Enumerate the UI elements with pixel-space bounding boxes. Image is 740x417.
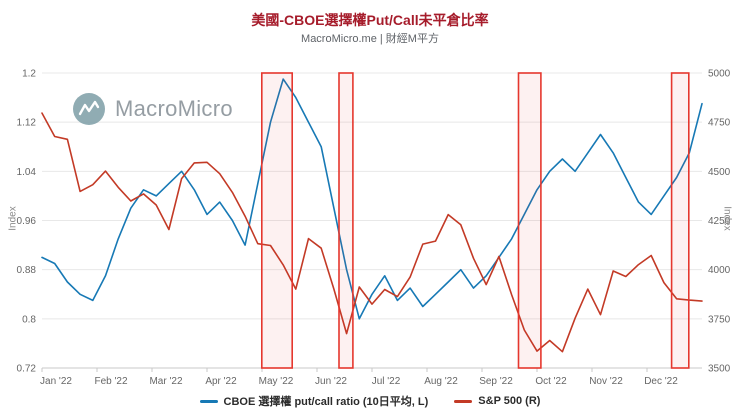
series-line (41, 112, 703, 353)
legend-label-sp500: S&P 500 (R) (478, 395, 541, 407)
x-axis-tick-label: Nov '22 (589, 376, 623, 387)
right-axis-tick-label: 5000 (708, 69, 731, 80)
left-axis-tick-label: 0.88 (17, 265, 37, 276)
right-axis-tick-label: 4750 (708, 118, 731, 129)
right-axis-tick-label: 4000 (708, 265, 731, 276)
right-axis-tick-label: 4500 (708, 167, 731, 178)
left-axis-tick-label: 0.72 (17, 364, 37, 375)
x-axis-tick-label: Jun '22 (315, 376, 347, 387)
highlight-band (260, 72, 293, 369)
series-line (41, 78, 703, 320)
legend-item-putcall-ratio[interactable]: CBOE 選擇權 put/call ratio (10日平均, L) (199, 393, 429, 409)
chart-title: 美國-CBOE選擇權Put/Call未平倉比率 (251, 12, 489, 28)
chart-subtitle: MacroMicro.me | 財經M平方 (301, 33, 439, 45)
highlight-band (517, 72, 542, 369)
right-axis-tick-label: 4250 (708, 216, 731, 227)
x-axis-tick-label: Dec '22 (644, 376, 678, 387)
x-axis-tick-label: Aug '22 (424, 376, 458, 387)
left-axis-tick-label: 1.12 (17, 118, 37, 129)
left-axis-tick-label: 1.2 (22, 69, 36, 80)
left-axis-tick-label: 1.04 (17, 167, 37, 178)
highlight-bands (260, 72, 690, 369)
right-axis-tick-label: 3750 (708, 314, 731, 325)
x-axis-tick-label: Sep '22 (479, 376, 513, 387)
x-axis-tick-label: May '22 (259, 376, 294, 387)
highlight-band (670, 72, 690, 369)
legend-marker-putcall-ratio (199, 399, 218, 403)
x-axis-tick-label: Jan '22 (40, 376, 72, 387)
x-axis-tick-label: Jul '22 (372, 376, 401, 387)
left-axis-tick-label: 0.96 (17, 216, 37, 227)
data-series (41, 78, 703, 353)
watermark-text: MacroMicro (115, 96, 233, 121)
x-axis-tick-label: Oct '22 (535, 376, 567, 387)
macromicro-logo-icon (73, 93, 105, 125)
left-axis-title: Index (7, 206, 19, 231)
grid-lines (41, 72, 702, 372)
right-axis-title: Index (721, 206, 733, 231)
x-axis-tick-label: Feb '22 (94, 376, 127, 387)
legend-marker-sp500 (454, 399, 473, 403)
legend: CBOE 選擇權 put/call ratio (10日平均, L) S&P 5… (0, 393, 740, 409)
left-axis-tick-label: 0.8 (22, 314, 36, 325)
legend-label-putcall-ratio: CBOE 選擇權 put/call ratio (10日平均, L) (223, 396, 429, 408)
axis-tick-labels: 1.2 1.12 1.04 0.96 0.88 0.8 0.72 5000 4750 4500 42… (17, 69, 731, 388)
right-axis-tick-label: 3500 (708, 364, 731, 375)
watermark: MacroMicro (72, 92, 233, 126)
x-axis-tick-label: Mar '22 (149, 376, 182, 387)
highlight-band (338, 72, 354, 369)
legend-item-sp500[interactable]: S&P 500 (R) (454, 395, 540, 407)
x-axis-tick-label: Apr '22 (205, 376, 237, 387)
